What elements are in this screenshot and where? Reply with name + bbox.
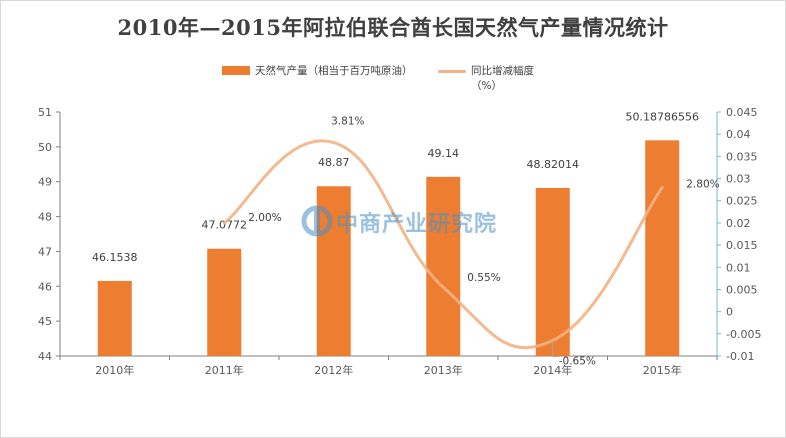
y2-tick-label: 0.015 xyxy=(726,239,758,252)
y-tick-label: 48 xyxy=(38,211,52,224)
x-tick-label: 2011年 xyxy=(205,363,244,377)
y2-tick-label: 0.04 xyxy=(726,128,751,141)
bar-value-label: 48.87 xyxy=(318,156,350,169)
y-tick-label: 49 xyxy=(38,176,52,189)
bar xyxy=(426,176,461,356)
growth-label-leader xyxy=(552,340,559,357)
y-tick-label: 44 xyxy=(38,350,52,363)
y-tick-label: 46 xyxy=(38,280,52,293)
watermark-logo-icon xyxy=(301,205,333,237)
growth-value-label: 2.00% xyxy=(248,212,281,224)
legend-bar-swatch xyxy=(222,66,250,75)
growth-value-label: 0.55% xyxy=(467,272,500,284)
y2-tick-label: 0.005 xyxy=(726,283,758,296)
bar-value-label: 46.1538 xyxy=(92,251,138,264)
growth-point xyxy=(223,222,225,224)
legend-line-unit: （%） xyxy=(471,80,502,92)
y2-tick-label: -0.01 xyxy=(726,350,754,363)
x-tick-label: 2010年 xyxy=(95,363,134,377)
growth-value-label: 3.81% xyxy=(331,116,364,128)
growth-value-label: -0.65% xyxy=(559,355,596,367)
growth-point xyxy=(661,186,663,188)
watermark-text: 中商产业研究院 xyxy=(336,212,498,237)
legend-line-label: 同比增减幅度 xyxy=(471,65,534,77)
y-tick-label: 50 xyxy=(38,141,52,154)
y2-tick-label: 0.045 xyxy=(726,106,758,119)
chart-title: 2010年—2015年阿拉伯联合酋长国天然气产量情况统计 xyxy=(117,15,669,40)
y2-tick-label: 0.025 xyxy=(726,195,758,208)
x-tick-label: 2012年 xyxy=(314,363,353,377)
y2-tick-label: 0.035 xyxy=(726,150,758,163)
bar-value-label: 50.18786556 xyxy=(626,110,699,123)
bar xyxy=(535,187,570,356)
y2-tick-label: 0.02 xyxy=(726,217,751,230)
growth-value-label: 2.80% xyxy=(686,178,719,190)
bar-value-label: 49.14 xyxy=(428,147,460,160)
y2-tick-label: -0.005 xyxy=(726,328,761,341)
legend-line-swatch xyxy=(438,70,466,73)
x-tick-label: 2013年 xyxy=(424,363,463,377)
legend: 天然气产量（相当于百万吨原油） 同比增减幅度 （%） xyxy=(0,62,786,96)
bar xyxy=(97,280,132,356)
bar-value-label: 47.0772 xyxy=(202,219,248,232)
y-tick-label: 45 xyxy=(38,315,52,328)
y2-tick-label: 0.03 xyxy=(726,173,751,186)
x-tick-label: 2014年 xyxy=(533,363,572,377)
bar xyxy=(645,140,680,356)
bar xyxy=(316,186,351,356)
watermark: 中商产业研究院 xyxy=(300,200,496,240)
y-tick-label: 47 xyxy=(38,245,52,258)
y2-tick-label: 0.01 xyxy=(726,261,751,274)
legend-bar-label: 天然气产量（相当于百万吨原油） xyxy=(255,65,413,77)
bar xyxy=(207,248,242,356)
x-tick-label: 2015年 xyxy=(643,363,682,377)
y-tick-label: 51 xyxy=(38,106,52,119)
y2-tick-label: 0 xyxy=(726,306,733,319)
growth-point xyxy=(442,286,444,288)
bar-value-label: 48.82014 xyxy=(527,158,580,171)
growth-point xyxy=(333,142,335,144)
